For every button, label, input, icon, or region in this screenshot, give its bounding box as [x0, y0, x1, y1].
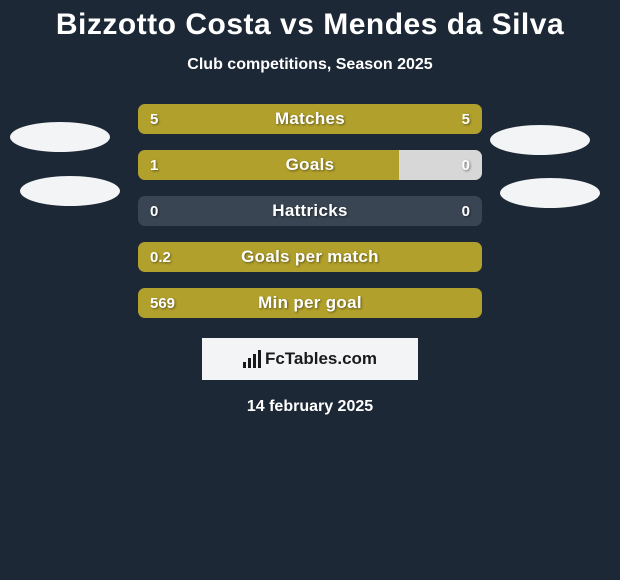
- stat-row: 569Min per goal: [20, 288, 600, 318]
- brand-box[interactable]: FcTables.com: [202, 338, 418, 380]
- stat-label: Min per goal: [138, 288, 482, 318]
- comparison-card: Bizzotto Costa vs Mendes da Silva Club c…: [0, 0, 620, 580]
- page-subtitle: Club competitions, Season 2025: [0, 56, 620, 74]
- bar-region: 10Goals: [138, 150, 482, 180]
- date-line: 14 february 2025: [0, 398, 620, 416]
- bar-region: 569Min per goal: [138, 288, 482, 318]
- stat-row: 0.2Goals per match: [20, 242, 600, 272]
- stat-label: Goals per match: [138, 242, 482, 272]
- bar-region: 55Matches: [138, 104, 482, 134]
- bar-chart-icon: [243, 350, 261, 368]
- decor-oval: [20, 176, 120, 206]
- stat-label: Matches: [138, 104, 482, 134]
- bar-region: 0.2Goals per match: [138, 242, 482, 272]
- bar-region: 00Hattricks: [138, 196, 482, 226]
- decor-oval: [500, 178, 600, 208]
- stat-row: 10Goals: [20, 150, 600, 180]
- page-title: Bizzotto Costa vs Mendes da Silva: [0, 0, 620, 42]
- brand-label: FcTables.com: [265, 349, 377, 369]
- stat-label: Hattricks: [138, 196, 482, 226]
- decor-oval: [10, 122, 110, 152]
- decor-oval: [490, 125, 590, 155]
- stat-label: Goals: [138, 150, 482, 180]
